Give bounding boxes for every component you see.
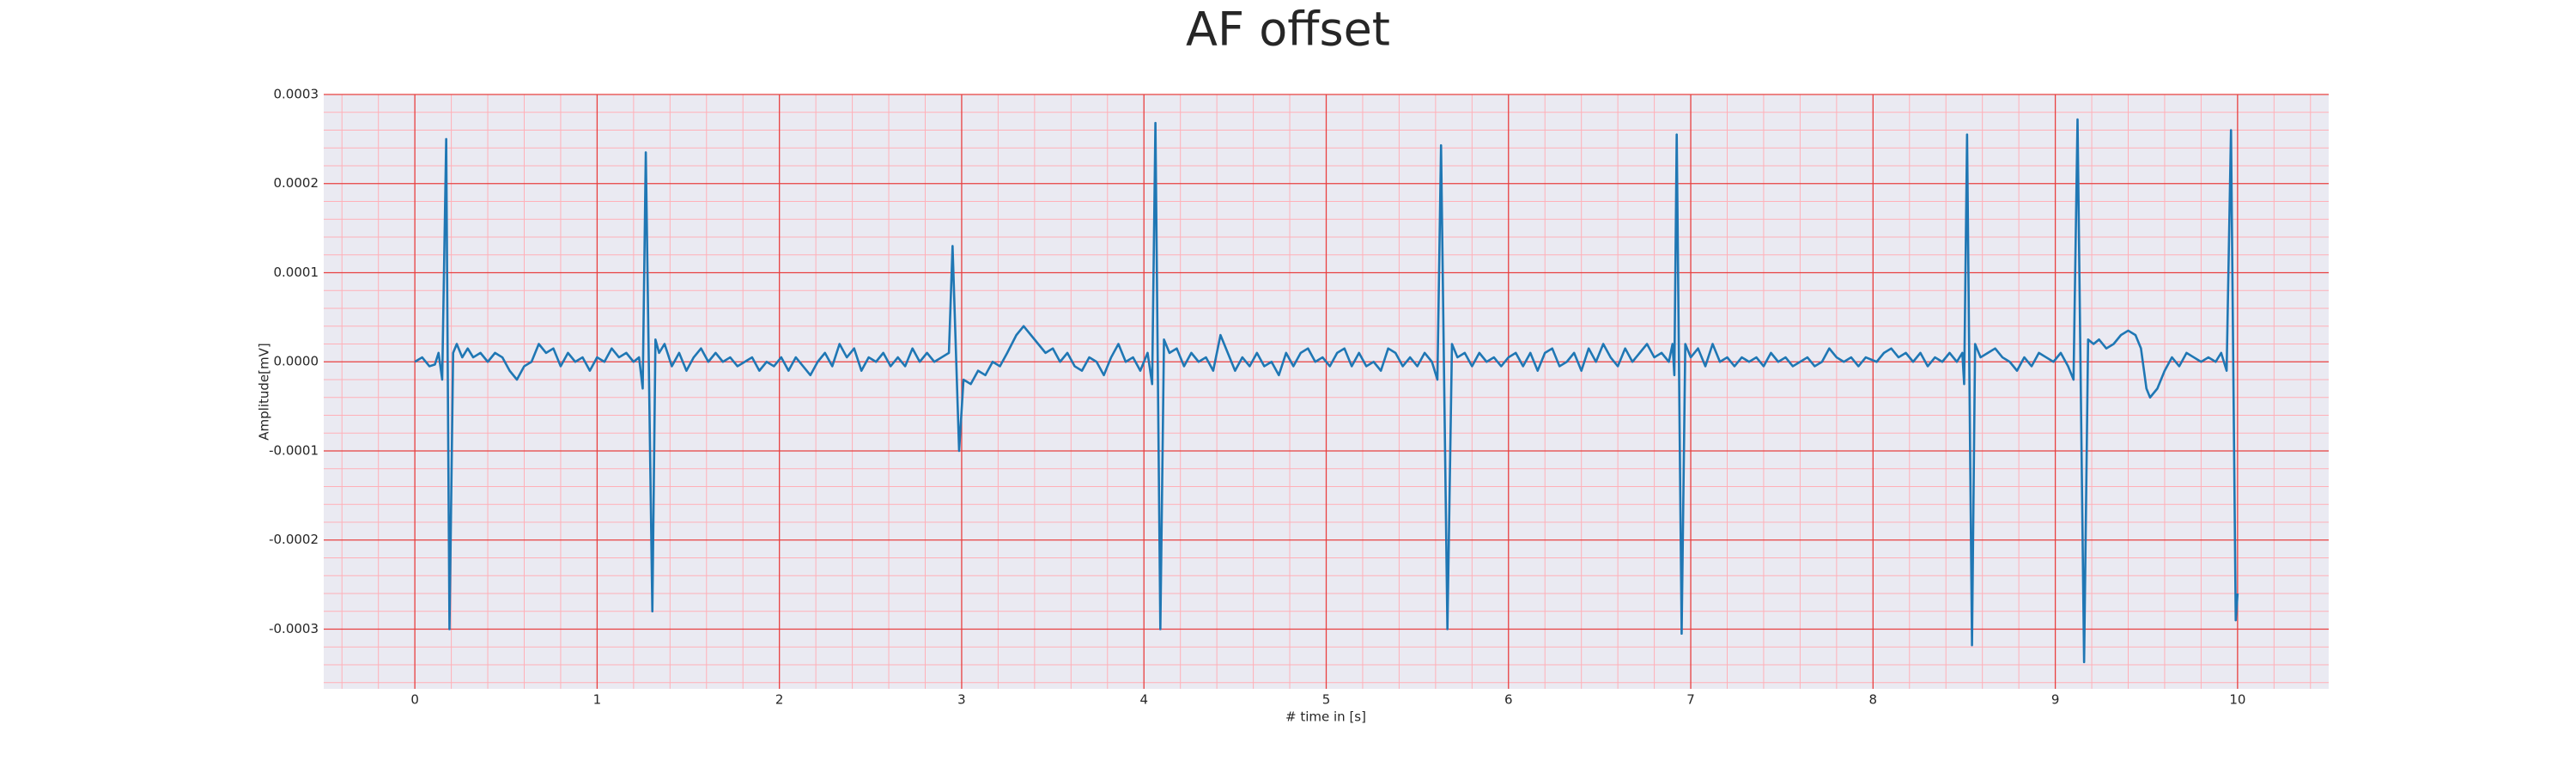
x-tick-label: 1 bbox=[593, 692, 602, 708]
x-tick-label: 3 bbox=[957, 692, 966, 708]
x-tick-label: 6 bbox=[1504, 692, 1513, 708]
x-tick-label: 10 bbox=[2229, 692, 2245, 708]
x-tick-label: 5 bbox=[1322, 692, 1331, 708]
signal-line bbox=[414, 118, 2239, 664]
y-axis-label: Amplitude[mV] bbox=[257, 343, 272, 440]
y-tick-label: -0.0003 bbox=[269, 621, 319, 636]
chart-title: AF offset bbox=[1186, 3, 1390, 57]
y-tick-label: 0.0002 bbox=[274, 175, 319, 191]
x-axis-label: # time in [s] bbox=[1285, 709, 1366, 725]
y-tick-label: 0.0000 bbox=[274, 354, 319, 369]
x-tick-label: 0 bbox=[410, 692, 419, 708]
x-tick-label: 4 bbox=[1139, 692, 1148, 708]
x-tick-label: 8 bbox=[1869, 692, 1878, 708]
x-tick-label: 9 bbox=[2051, 692, 2060, 708]
y-tick-label: 0.0003 bbox=[274, 87, 319, 102]
y-tick-label: -0.0001 bbox=[269, 442, 319, 458]
x-tick-label: 7 bbox=[1686, 692, 1695, 708]
y-tick-label: 0.0001 bbox=[274, 265, 319, 280]
y-tick-label: -0.0002 bbox=[269, 532, 319, 547]
x-tick-label: 2 bbox=[775, 692, 784, 708]
